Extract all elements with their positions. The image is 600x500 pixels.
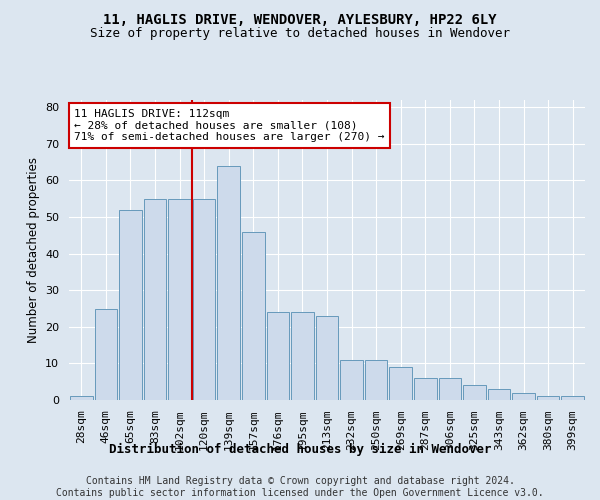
- Text: Contains HM Land Registry data © Crown copyright and database right 2024.
Contai: Contains HM Land Registry data © Crown c…: [56, 476, 544, 498]
- Bar: [512, 392, 535, 400]
- Bar: [217, 166, 240, 400]
- Bar: [537, 396, 559, 400]
- Bar: [316, 316, 338, 400]
- Bar: [389, 367, 412, 400]
- Text: 11 HAGLIS DRIVE: 112sqm
← 28% of detached houses are smaller (108)
71% of semi-d: 11 HAGLIS DRIVE: 112sqm ← 28% of detache…: [74, 109, 385, 142]
- Bar: [340, 360, 363, 400]
- Bar: [95, 308, 117, 400]
- Bar: [168, 199, 191, 400]
- Bar: [70, 396, 92, 400]
- Bar: [143, 199, 166, 400]
- Text: Size of property relative to detached houses in Wendover: Size of property relative to detached ho…: [90, 28, 510, 40]
- Bar: [291, 312, 314, 400]
- Bar: [488, 389, 511, 400]
- Bar: [119, 210, 142, 400]
- Text: Distribution of detached houses by size in Wendover: Distribution of detached houses by size …: [109, 442, 491, 456]
- Bar: [414, 378, 437, 400]
- Y-axis label: Number of detached properties: Number of detached properties: [26, 157, 40, 343]
- Bar: [365, 360, 388, 400]
- Bar: [439, 378, 461, 400]
- Bar: [562, 396, 584, 400]
- Bar: [463, 386, 486, 400]
- Bar: [193, 199, 215, 400]
- Bar: [242, 232, 265, 400]
- Bar: [266, 312, 289, 400]
- Text: 11, HAGLIS DRIVE, WENDOVER, AYLESBURY, HP22 6LY: 11, HAGLIS DRIVE, WENDOVER, AYLESBURY, H…: [103, 12, 497, 26]
